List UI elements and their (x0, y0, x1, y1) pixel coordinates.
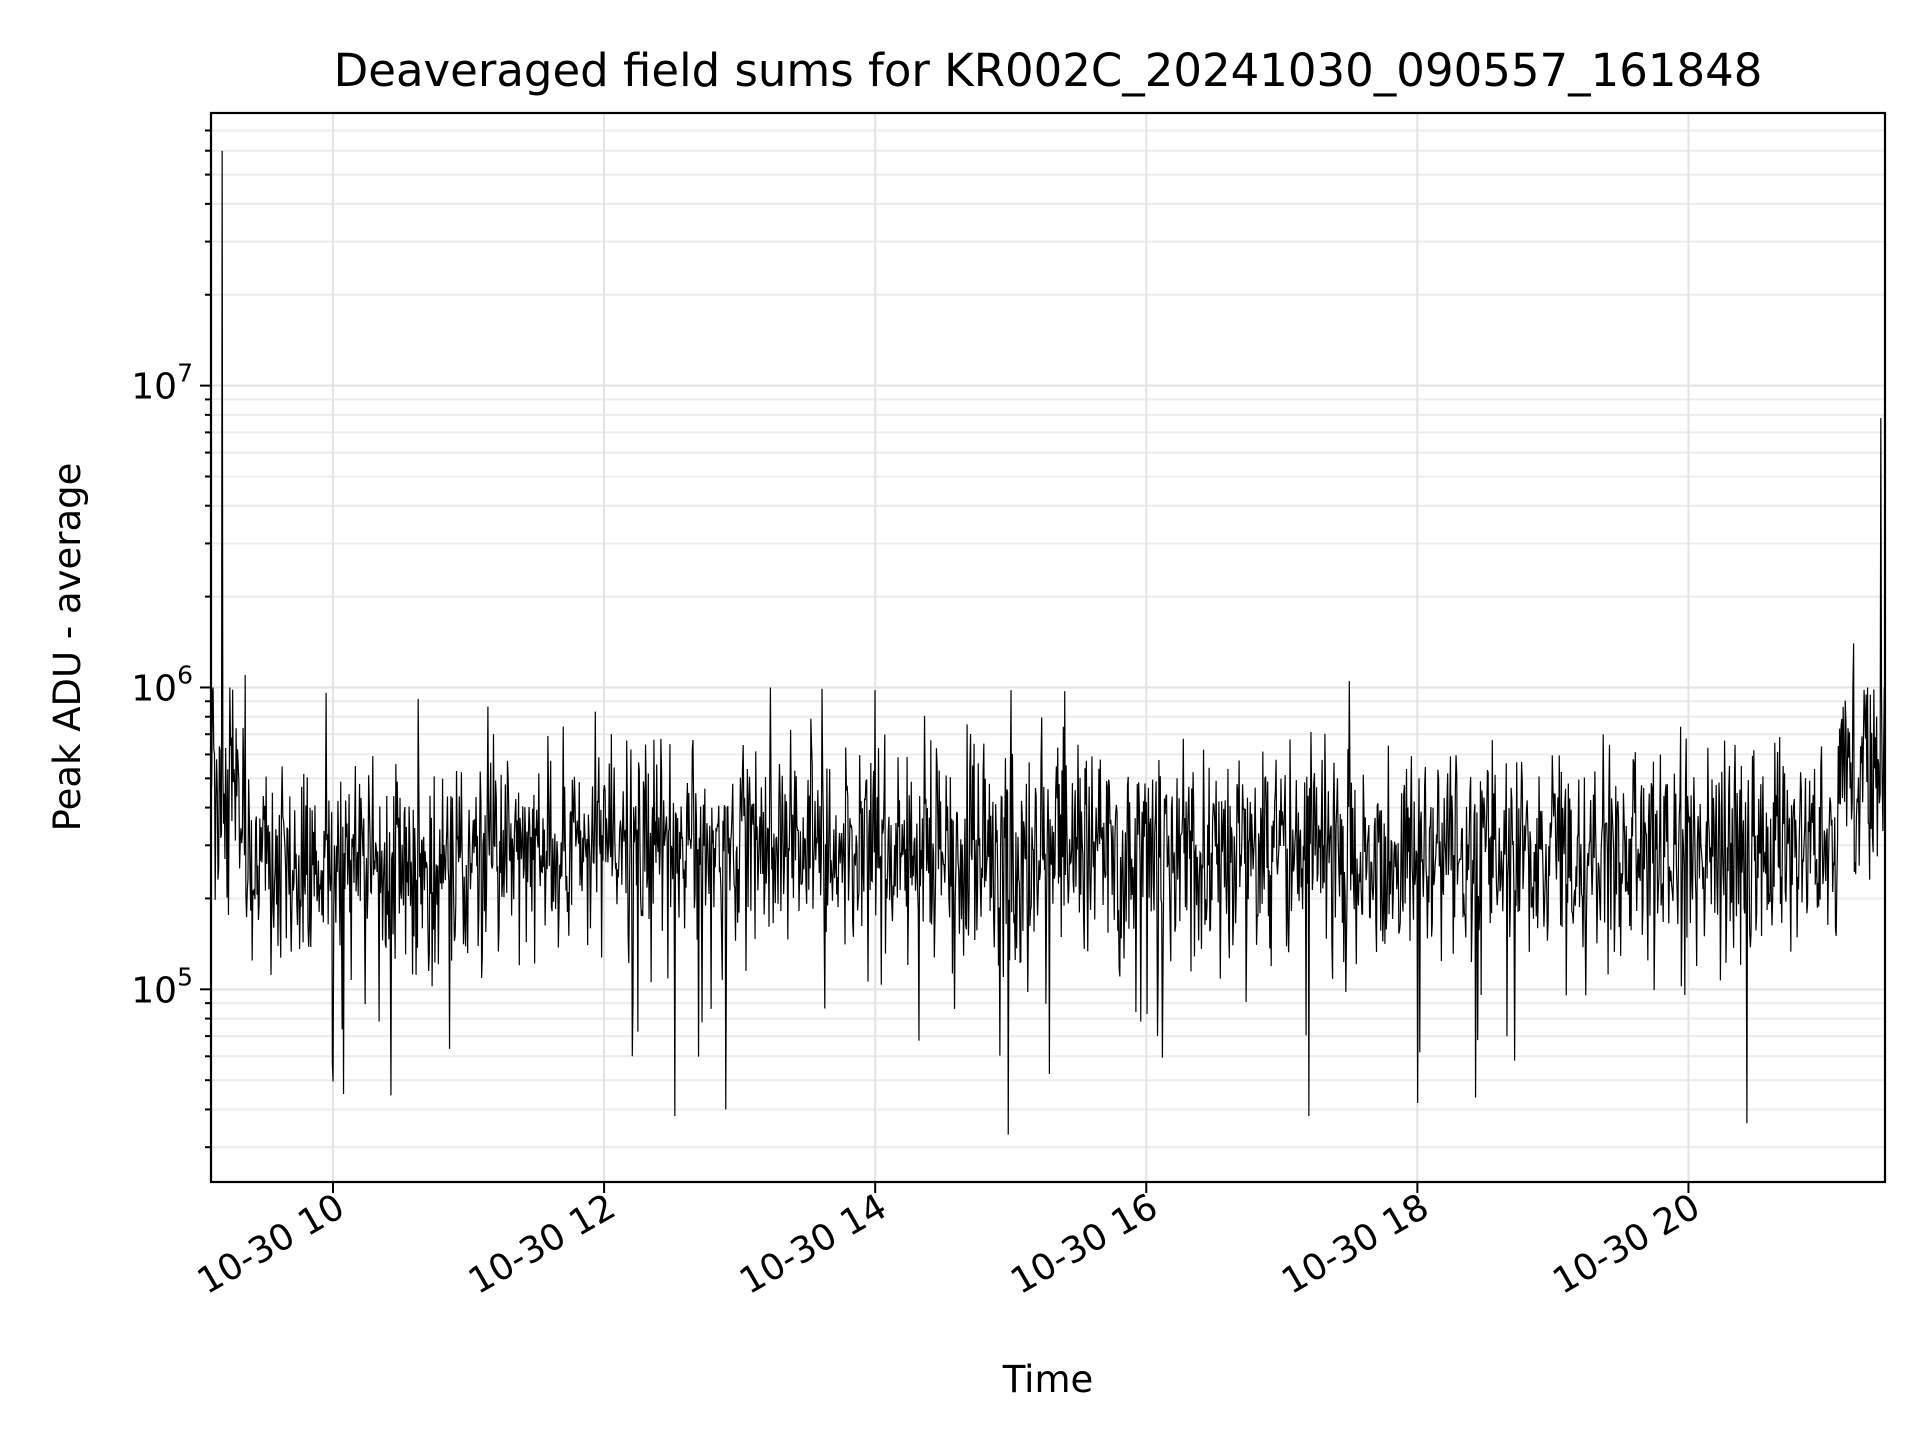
x-tick-label: 10-30 16 (1004, 1186, 1165, 1302)
x-tick-label: 10-30 14 (733, 1186, 894, 1302)
y-tick-label: 107 (131, 359, 193, 408)
y-tick-exponent: 7 (177, 359, 193, 388)
y-tick-exponent: 5 (177, 962, 193, 991)
chart-title: Deaveraged field sums for KR002C_2024103… (334, 44, 1763, 97)
plot-frame (209, 111, 1887, 1184)
grid-layer (211, 113, 1885, 1182)
series-layer (210, 150, 1886, 1135)
x-tick-label: 10-30 20 (1546, 1186, 1707, 1302)
y-tick-exponent: 6 (177, 660, 193, 689)
y-axis-label: Peak ADU - average (46, 463, 89, 832)
y-tick-label: 105 (131, 962, 193, 1011)
x-tick-label: 10-30 18 (1275, 1186, 1436, 1302)
series-line-peak-adu (210, 150, 1886, 1135)
x-axis-label: Time (1002, 1358, 1094, 1401)
y-tick-base: 10 (131, 367, 177, 408)
y-tick-base: 10 (131, 668, 177, 709)
y-tick-base: 10 (131, 970, 177, 1011)
x-tick-label: 10-30 10 (191, 1186, 352, 1302)
x-tick-label: 10-30 12 (462, 1186, 623, 1302)
y-tick-label: 106 (131, 660, 193, 709)
